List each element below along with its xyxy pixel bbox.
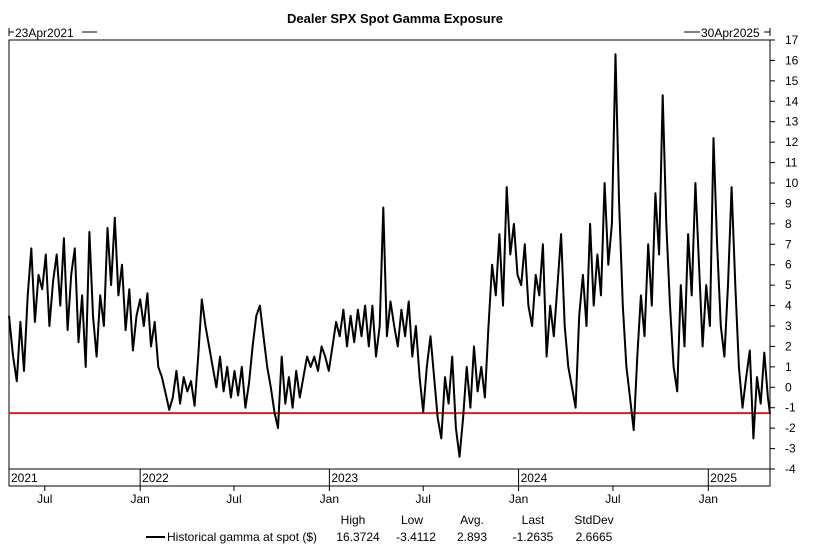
start-date-label: 23Apr2021 <box>15 26 74 40</box>
y-tick-label: 13 <box>785 115 799 129</box>
year-label: 2022 <box>142 471 169 485</box>
plot-area <box>8 39 771 487</box>
y-tick-label: 3 <box>785 319 792 333</box>
stats-value-low: -3.4112 <box>396 530 436 544</box>
y-tick-label: 5 <box>785 278 792 292</box>
stats-header-high: High <box>341 513 366 527</box>
y-tick-label: -1 <box>785 401 796 415</box>
y-tick-label: 12 <box>785 135 799 149</box>
month-label: Jan <box>509 492 528 506</box>
y-tick-label: 16 <box>785 53 799 67</box>
x-axis: 2021 2022 2023 2024 2025 Jul Jan Jul Jan Jul Jan Ju… <box>11 469 737 506</box>
month-label: Jan <box>320 492 339 506</box>
year-label: 2024 <box>521 471 548 485</box>
y-tick-label: -3 <box>785 442 796 456</box>
stats-value-stddev: 2.6665 <box>576 530 613 544</box>
month-label: Jul <box>416 492 431 506</box>
y-tick-label: 1 <box>785 360 792 374</box>
stats-value-avg: 2.893 <box>457 530 487 544</box>
y-tick-label: 8 <box>785 217 792 231</box>
month-label: Jul <box>605 492 620 506</box>
month-label: Jan <box>699 492 718 506</box>
stats-header-avg: Avg. <box>460 513 484 527</box>
end-date-label: 30Apr2025 <box>701 26 760 40</box>
month-label: Jul <box>37 492 52 506</box>
year-label: 2025 <box>710 471 737 485</box>
year-label: 2021 <box>11 471 38 485</box>
legend: High Low Avg. Last StdDev Historical gam… <box>146 513 614 544</box>
y-tick-label: -4 <box>785 462 796 476</box>
chart-title: Dealer SPX Spot Gamma Exposure <box>287 11 503 26</box>
year-label: 2023 <box>331 471 358 485</box>
series-line-historical-gamma <box>8 53 771 458</box>
stats-header-stddev: StdDev <box>574 513 613 527</box>
y-tick-label: 14 <box>785 94 799 108</box>
legend-series-name: Historical gamma at spot ($) <box>167 530 317 544</box>
y-tick-label: 7 <box>785 237 792 251</box>
y-tick-label: 9 <box>785 196 792 210</box>
end-date-marker: 30Apr2025 <box>684 26 771 40</box>
y-tick-label: 0 <box>785 380 792 394</box>
y-tick-label: 2 <box>785 339 792 353</box>
y-tick-label: 17 <box>785 33 799 47</box>
start-date-marker: 23Apr2021 <box>8 26 97 40</box>
stats-header-last: Last <box>522 513 545 527</box>
y-tick-label: 15 <box>785 74 799 88</box>
month-label: Jul <box>226 492 241 506</box>
month-label: Jan <box>130 492 149 506</box>
y-tick-label: 6 <box>785 258 792 272</box>
y-tick-label: 11 <box>785 156 798 170</box>
stats-value-last: -1.2635 <box>513 530 554 544</box>
y-tick-label: 4 <box>785 299 792 313</box>
stats-value-high: 16.3724 <box>336 530 380 544</box>
plot-lines <box>8 53 771 458</box>
y-tick-label: 10 <box>785 176 799 190</box>
y-tick-label: -2 <box>785 421 796 435</box>
stats-header-low: Low <box>401 513 423 527</box>
